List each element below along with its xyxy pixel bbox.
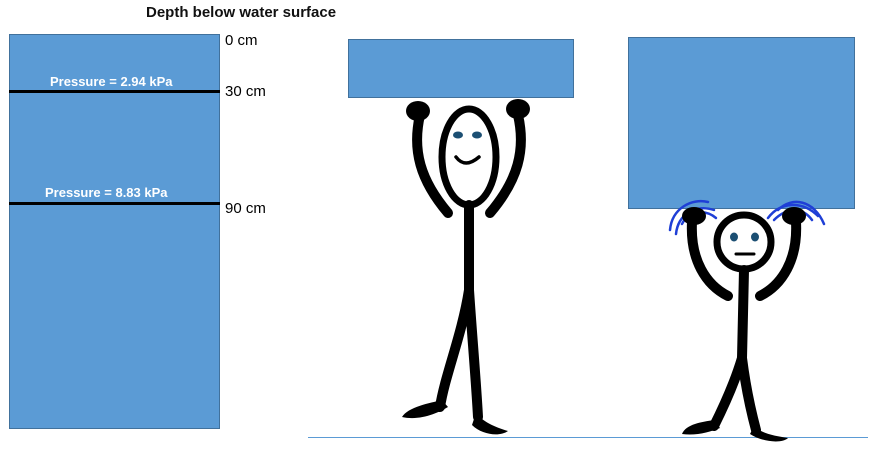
ground-line (308, 437, 868, 438)
depth-line-90cm (9, 202, 220, 205)
pressure-label-90cm: Pressure = 8.83 kPa (45, 185, 168, 200)
depth-line-30cm (9, 90, 220, 93)
pressure-label-30cm: Pressure = 2.94 kPa (50, 74, 173, 89)
diagram-title: Depth below water surface (146, 4, 337, 21)
happy-stick-figure (402, 99, 530, 435)
depth-label-90cm: 90 cm (225, 200, 266, 217)
neutral-face-icon (713, 211, 775, 273)
large-water-block (628, 37, 855, 209)
depth-label-30cm: 30 cm (225, 83, 266, 100)
left-hand-icon (406, 101, 430, 121)
happy-face-icon (438, 105, 500, 209)
water-column (9, 34, 220, 429)
right-hand-icon (506, 99, 530, 119)
small-water-block (348, 39, 574, 98)
strained-stick-figure (668, 199, 826, 442)
strain-marks-icon (668, 199, 826, 236)
depth-label-0cm: 0 cm (225, 32, 258, 49)
